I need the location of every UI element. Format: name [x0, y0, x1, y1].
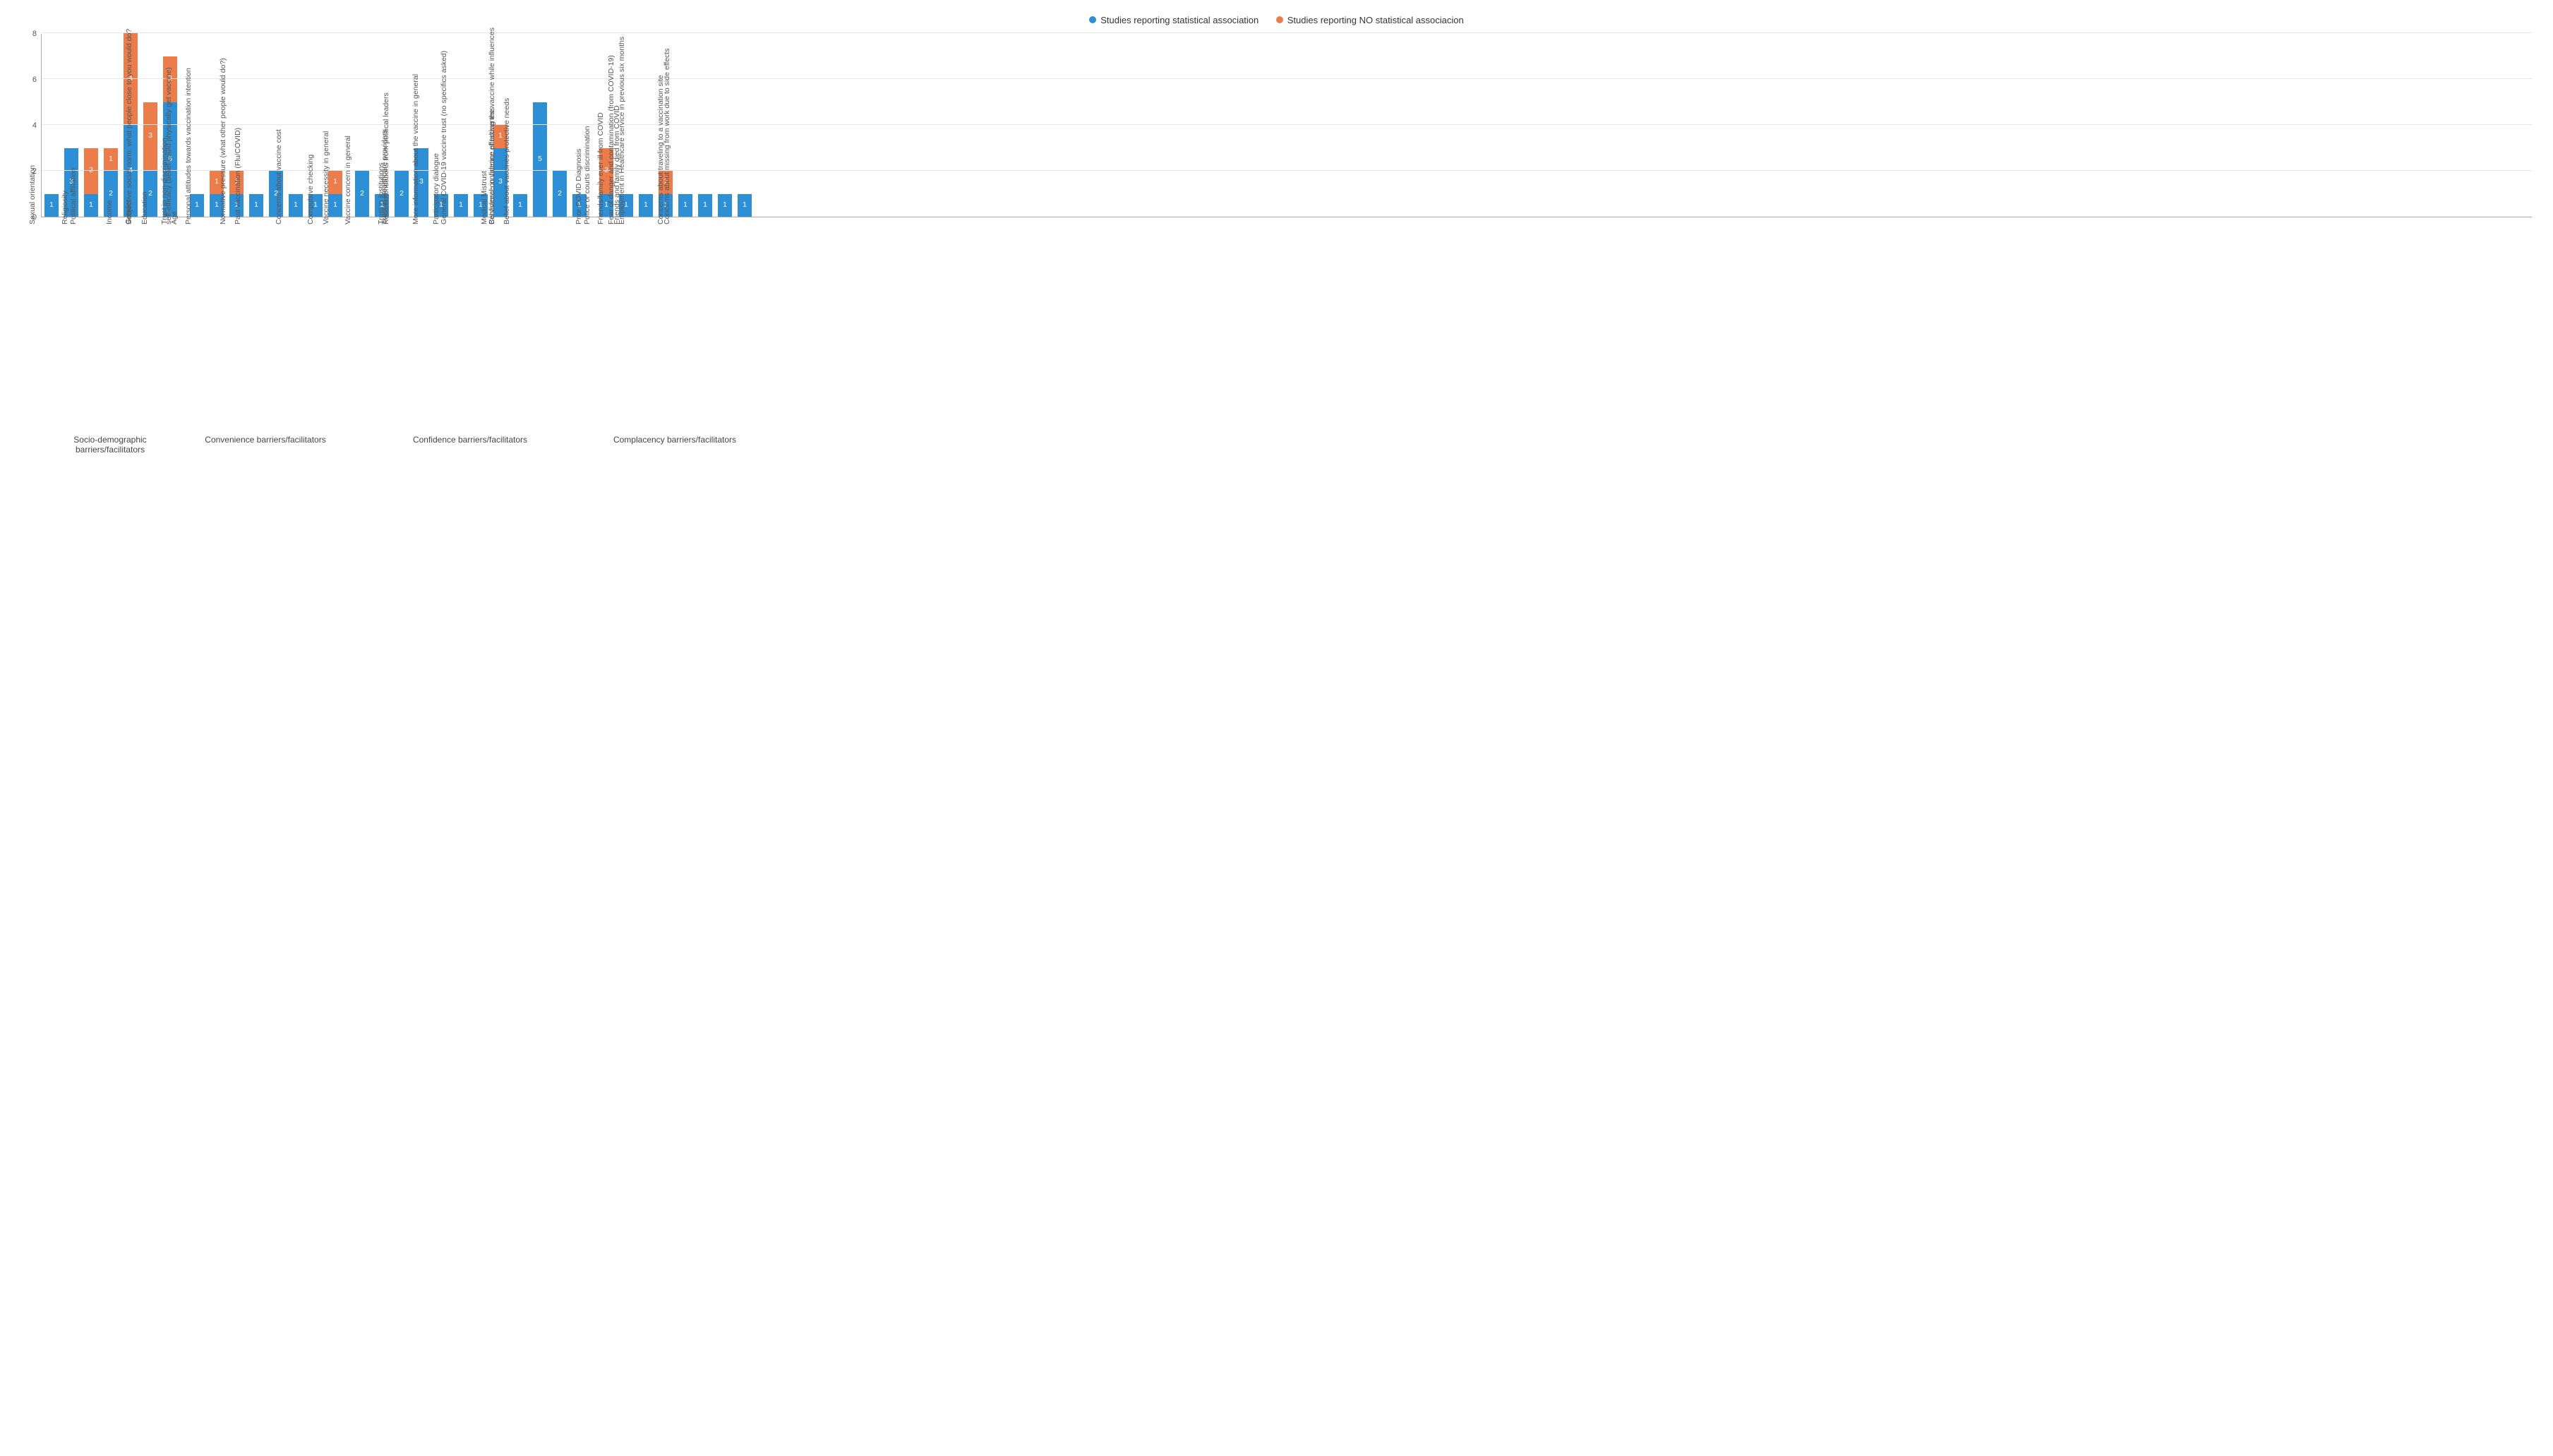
bar: 1	[44, 194, 59, 217]
bar-stack: 5	[533, 102, 547, 217]
bar: 1	[738, 194, 752, 217]
segment-assoc: 2	[355, 171, 369, 217]
segment-assoc: 1	[84, 194, 98, 217]
legend-item-assoc: Studies reporting statistical associatio…	[1089, 15, 1259, 25]
x-label-group: Vaccine necessity in generalVaccine conc…	[352, 217, 589, 226]
bar-stack: 1	[678, 194, 692, 217]
bar: 1	[718, 194, 732, 217]
group-title: Socio-demographic barriers/facilitators	[41, 432, 179, 455]
x-axis-label: General COVID-19 vaccine trust (no speci…	[512, 217, 527, 226]
legend-dot-assoc	[1089, 16, 1096, 23]
x-axis-label: Political affiliation	[83, 217, 97, 226]
bar-stack: 1	[44, 194, 59, 217]
group-titles: Socio-demographic barriers/facilitators C…	[41, 432, 2532, 455]
bar: 2	[553, 171, 567, 217]
legend-item-no-assoc: Studies reporting NO statistical associa…	[1276, 15, 1464, 25]
bar-stack: 2	[355, 171, 369, 217]
bar-stack: 1	[718, 194, 732, 217]
bar: 2	[395, 171, 409, 217]
segment-assoc: 1	[454, 194, 468, 217]
group-title: Complacency barriers/facilitators	[596, 432, 754, 455]
y-tick-label: 6	[32, 76, 37, 84]
x-axis-label: Personal attitudes towards vaccination i…	[248, 217, 263, 226]
segment-assoc: 1	[718, 194, 732, 217]
segment-no-assoc: 1	[328, 171, 342, 194]
bar-stack: 1	[513, 194, 527, 217]
segment-assoc: 1	[639, 194, 653, 217]
x-axis-label: Concerns about traveling to a vaccinatio…	[717, 217, 731, 226]
bar-stack: 1	[454, 194, 468, 217]
bar: 1	[249, 194, 263, 217]
segment-assoc: 1	[738, 194, 752, 217]
bar-stack: 1	[249, 194, 263, 217]
group-title: Convenience barriers/facilitators	[186, 432, 344, 455]
bar: 1	[698, 194, 712, 217]
segment-assoc: 1	[678, 194, 692, 217]
stacked-bar-chart: Studies reporting statistical associatio…	[0, 0, 2553, 462]
bar-stack: 1	[289, 194, 303, 217]
x-axis-label: Participatory dialogue	[453, 217, 467, 226]
bar-stack: 11	[328, 171, 342, 217]
bar: 1	[513, 194, 527, 217]
y-tick-label: 4	[32, 121, 37, 130]
bar: 1	[678, 194, 692, 217]
bar: 2	[355, 171, 369, 217]
segment-assoc: 1	[513, 194, 527, 217]
x-axis-label: Friends/family ever ill from COVID	[638, 217, 652, 226]
bar-stack: 2	[553, 171, 567, 217]
x-axis-label: Trust in Institutions	[394, 217, 408, 226]
segment-assoc: 1	[328, 194, 342, 217]
segment-no-assoc: 1	[104, 148, 118, 172]
gridline	[42, 32, 2532, 33]
bar: 1	[289, 194, 303, 217]
segment-assoc: 5	[533, 102, 547, 217]
x-axis-label: Concerns about missing from work due to …	[737, 217, 751, 226]
segment-assoc: 2	[395, 171, 409, 217]
x-axis-label: Sexual orientation	[44, 217, 58, 226]
segment-assoc: 1	[44, 194, 59, 217]
x-axis-label: Education	[143, 217, 157, 226]
segment-assoc: 1	[698, 194, 712, 217]
legend-label-assoc: Studies reporting statistical associatio…	[1100, 15, 1259, 25]
x-axis-label: Normative pressure (what other people wo…	[288, 217, 302, 226]
x-axis-labels: Sexual orientationReligiosityPolitical a…	[41, 217, 2532, 226]
x-axis-label: Belief about vaccines protective needs	[552, 217, 566, 226]
bar: 1	[639, 194, 653, 217]
x-axis-label: Vaccine necessity in general	[354, 217, 368, 226]
bar: 12	[84, 148, 98, 217]
segment-no-assoc: 2	[84, 148, 98, 194]
bar-stack: 12	[84, 148, 98, 217]
segment-assoc: 2	[553, 171, 567, 217]
x-label-group: Trust in non-discriminationSubjective so…	[186, 217, 344, 226]
x-label-group: Sexual orientationReligiosityPolitical a…	[41, 217, 179, 226]
bar: 5	[533, 102, 547, 217]
y-tick-label: 8	[32, 30, 37, 38]
x-axis-label: Employment in Healthcare service in prev…	[697, 217, 711, 226]
bar-stack: 2	[395, 171, 409, 217]
bar-stack: 1	[639, 194, 653, 217]
segment-assoc: 1	[289, 194, 303, 217]
legend-dot-no-assoc	[1276, 16, 1283, 23]
bar: 1	[454, 194, 468, 217]
x-label-group: Prior COVID DiagnosisPolice or courts di…	[596, 217, 754, 226]
segment-assoc: 1	[249, 194, 263, 217]
legend-label-no-assoc: Studies reporting NO statistical associa…	[1287, 15, 1464, 25]
bar: 11	[328, 171, 342, 217]
group-title: Confidence barriers/facilitators	[352, 432, 589, 455]
bar-stack: 1	[698, 194, 712, 217]
bar-stack: 1	[738, 194, 752, 217]
x-axis-label: Fear of danger and contamination (from C…	[678, 217, 692, 226]
legend: Studies reporting statistical associatio…	[21, 14, 2532, 27]
x-axis-label: Income	[103, 217, 117, 226]
x-axis-label: Confidence in vaccine effectiveness	[532, 217, 546, 226]
bar-group: 131221442352	[42, 33, 180, 217]
segment-no-assoc: 3	[143, 102, 157, 172]
